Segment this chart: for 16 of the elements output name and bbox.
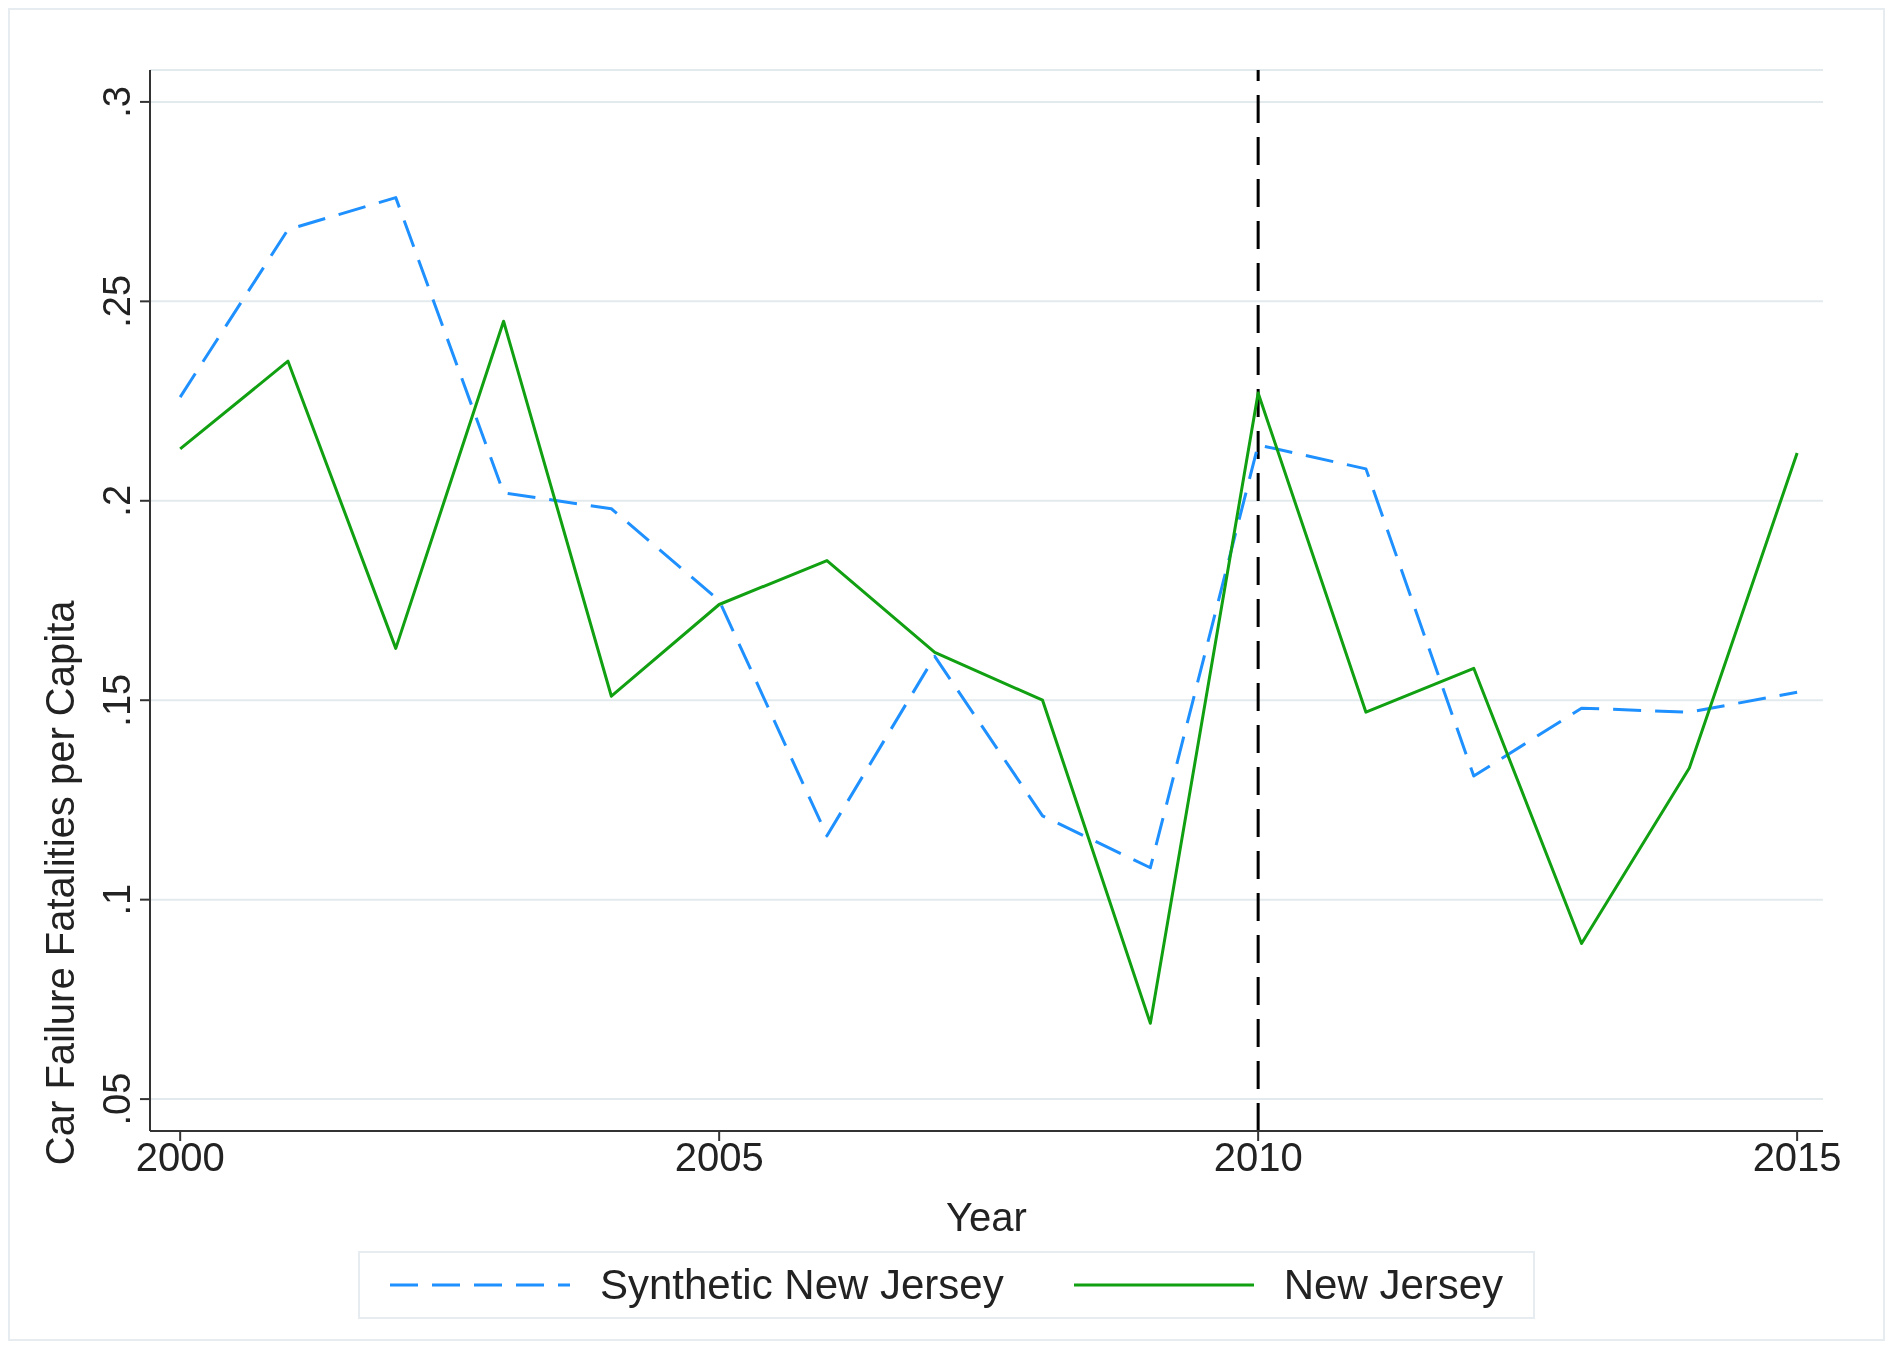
y-tick-label: .3 — [96, 86, 138, 118]
x-tick-label: 2015 — [1752, 1135, 1842, 1180]
line-series — [178, 196, 1799, 870]
y-tick-label: .1 — [96, 883, 138, 916]
legend-label: Synthetic New Jersey — [599, 1261, 1004, 1309]
y-tick-label: .25 — [96, 274, 138, 328]
legend-label: New Jersey — [1283, 1261, 1504, 1309]
y-tick-label: .05 — [96, 1072, 138, 1126]
line-series — [178, 319, 1799, 1025]
x-tick-label: 2010 — [1213, 1135, 1303, 1180]
x-tick-label: 2000 — [135, 1135, 225, 1180]
x-axis-title: Year — [946, 1195, 1027, 1239]
y-tick-label: .2 — [96, 484, 138, 517]
y-axis-title: Car Failure Fatalities per Capita — [38, 599, 83, 1166]
x-tick-label: 2005 — [674, 1135, 764, 1180]
y-tick-label: .15 — [96, 673, 138, 727]
